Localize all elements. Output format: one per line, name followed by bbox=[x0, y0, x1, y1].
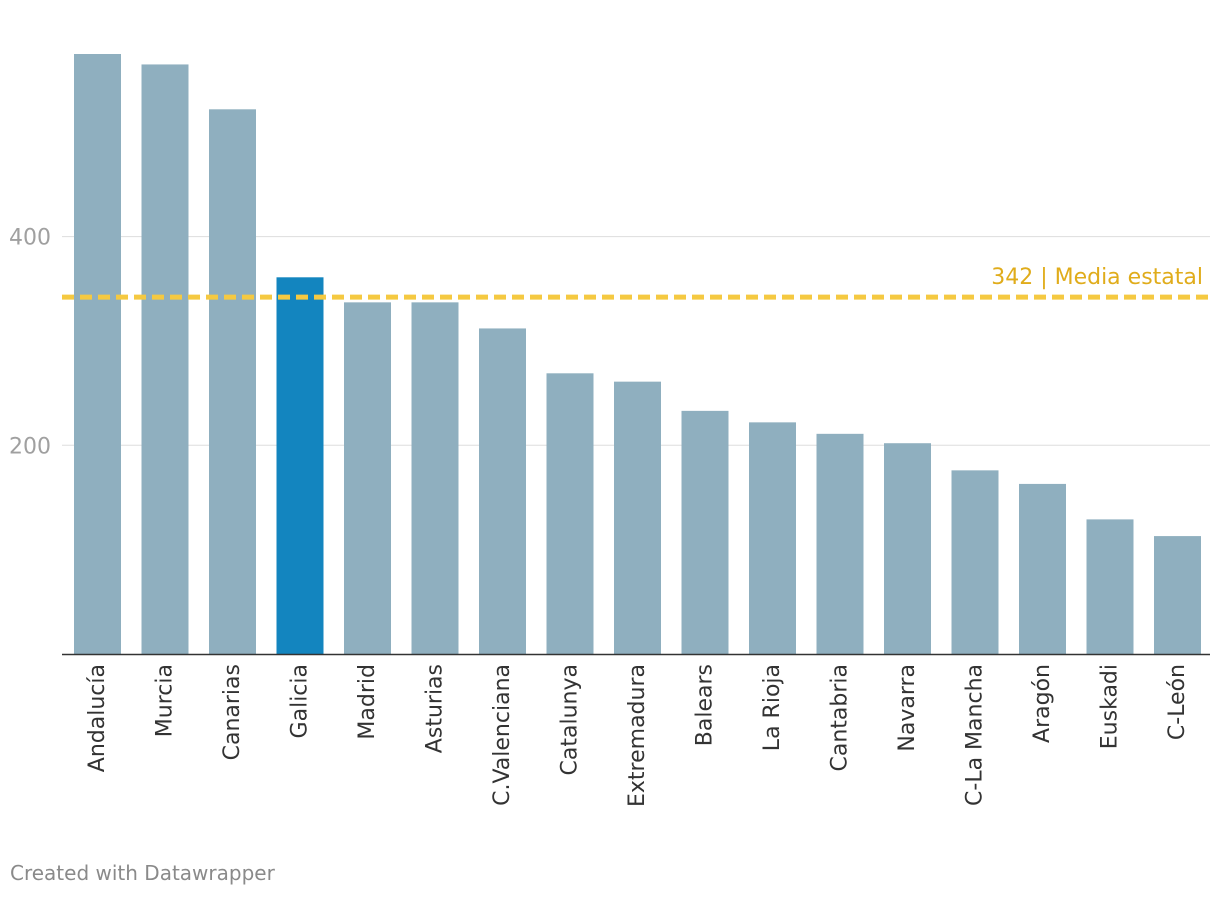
bar-la-rioja bbox=[749, 422, 796, 654]
x-label-extremadura: Extremadura bbox=[625, 664, 650, 807]
x-label-euskadi: Euskadi bbox=[1098, 664, 1123, 749]
bar-euskadi bbox=[1086, 519, 1134, 654]
bar-c-valenciana bbox=[479, 328, 526, 654]
x-label-catalunya: Catalunya bbox=[558, 664, 583, 775]
bar-chart: 200 400 Andalucía Murcia Canarias Galicia Madr… bbox=[9, 54, 1210, 807]
x-label-canarias: Canarias bbox=[220, 664, 245, 760]
y-tick-label-400: 400 bbox=[9, 226, 51, 251]
bar-murcia bbox=[141, 64, 189, 654]
bar-c-le-n bbox=[1154, 536, 1201, 654]
x-label-asturias: Asturias bbox=[423, 664, 448, 753]
bar-c-la-mancha bbox=[951, 470, 999, 654]
x-label-madrid: Madrid bbox=[355, 664, 380, 740]
bar-navarra bbox=[884, 443, 931, 654]
bar-madrid bbox=[344, 302, 391, 654]
bar-extremadura bbox=[614, 381, 661, 654]
x-label-la-rioja: La Rioja bbox=[760, 664, 785, 751]
x-label-c-le-n: C-León bbox=[1165, 664, 1190, 740]
bar-catalunya bbox=[546, 373, 594, 654]
bar-cantabria bbox=[816, 433, 864, 654]
x-label-andaluc-a: Andalucía bbox=[85, 664, 110, 772]
x-label-balears: Balears bbox=[693, 664, 718, 746]
bar-galicia bbox=[276, 277, 324, 654]
y-tick-label-200: 200 bbox=[9, 434, 51, 459]
x-label-cantabria: Cantabria bbox=[828, 664, 853, 772]
x-label-c-la-mancha: C-La Mancha bbox=[963, 664, 988, 806]
bar-arag-n bbox=[1019, 483, 1066, 654]
x-label-galicia: Galicia bbox=[288, 664, 313, 738]
average-reference-label: 342 | Media estatal bbox=[991, 265, 1203, 290]
bar-canarias bbox=[209, 109, 256, 655]
x-label-c-valenciana: C.Valenciana bbox=[490, 664, 515, 806]
bar-andaluc-a bbox=[74, 54, 121, 654]
bar-balears bbox=[681, 410, 729, 654]
x-label-navarra: Navarra bbox=[895, 664, 920, 752]
credit-text[interactable]: Created with Datawrapper bbox=[10, 861, 275, 885]
x-label-arag-n: Aragón bbox=[1030, 664, 1055, 743]
x-label-murcia: Murcia bbox=[153, 664, 178, 737]
bar-asturias bbox=[411, 302, 459, 654]
